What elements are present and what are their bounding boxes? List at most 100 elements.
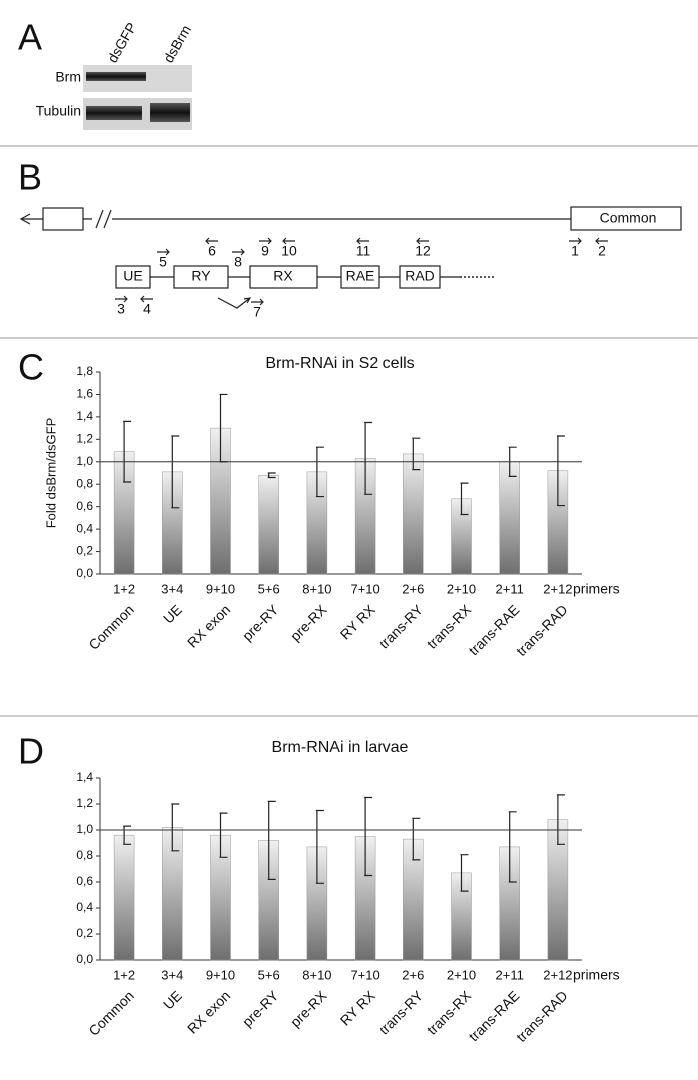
y-tick-label: 1,0 <box>76 454 93 468</box>
primer-label: 8+10 <box>302 581 331 596</box>
primer-label: 2+6 <box>402 967 424 982</box>
primer-number: 7 <box>253 304 261 320</box>
row-label: Brm <box>55 69 81 85</box>
x-tick-label: trans-RAE <box>465 601 522 658</box>
y-tick-label: 1,4 <box>76 409 93 423</box>
x-tick-label: UE <box>160 601 185 626</box>
x-tick-label: trans-RY <box>376 987 427 1038</box>
x-tick-label: RY RX <box>337 987 379 1029</box>
x-tick-label: pre-RX <box>287 601 330 644</box>
primer-label: 2+12 <box>543 581 572 596</box>
primer-label: 2+11 <box>496 967 524 982</box>
primer-number: 1 <box>571 243 579 259</box>
band <box>86 106 142 120</box>
y-tick-label: 0,4 <box>76 521 93 535</box>
exon-box <box>173 265 229 289</box>
primer-number: 12 <box>415 243 431 259</box>
error-bar <box>123 420 132 483</box>
x-tick-label: Common <box>85 987 136 1038</box>
error-bar <box>364 796 373 877</box>
primer-label: 5+6 <box>258 581 280 596</box>
primer-arrow <box>115 295 128 303</box>
primer-label: 1+2 <box>113 967 135 982</box>
primer-label: 2+12 <box>543 967 572 982</box>
x-tick-label: pre-RY <box>239 987 282 1030</box>
x-tick-label: trans-RAD <box>513 987 571 1045</box>
chart-title: Brm-RNAi in larvae <box>272 739 409 756</box>
error-bar <box>267 472 276 479</box>
bar <box>258 474 279 575</box>
y-tick-label: 1,2 <box>76 432 93 446</box>
primer-number: 11 <box>356 243 371 259</box>
exon-box <box>570 206 682 231</box>
primer-number: 3 <box>117 301 125 317</box>
error-bar <box>556 794 565 845</box>
error-bar <box>412 437 421 471</box>
y-tick-label: 0,2 <box>76 544 93 558</box>
primer-arrow <box>595 237 608 245</box>
lane-label: dsBrm <box>160 22 194 65</box>
error-bar <box>460 482 469 516</box>
break <box>92 210 112 228</box>
primer-number: 6 <box>208 243 216 259</box>
y-tick-label: 0,8 <box>76 848 93 862</box>
primer-number: 5 <box>159 254 167 270</box>
primer-arrow <box>259 237 272 245</box>
chart-title: Brm-RNAi in S2 cells <box>265 355 414 372</box>
primers-label: primers <box>573 581 620 597</box>
y-tick-label: 0,6 <box>76 874 93 888</box>
primer-number: 10 <box>281 243 297 259</box>
error-bar <box>460 854 469 892</box>
primer-arrow <box>140 295 153 303</box>
primer-label: 2+11 <box>496 581 524 596</box>
error-bar <box>315 809 324 884</box>
x-tick-label: trans-RAE <box>465 987 522 1044</box>
panel-letter: C <box>18 347 44 388</box>
x-tick-label: RY RX <box>337 601 379 643</box>
y-tick-label: 1,2 <box>76 796 93 810</box>
y-tick-label: 0,4 <box>76 900 93 914</box>
panel-letter: D <box>18 731 44 772</box>
primer-number: 2 <box>598 243 606 259</box>
primer-label: 1+2 <box>113 581 135 596</box>
error-bar <box>267 800 276 880</box>
error-bar <box>412 817 421 861</box>
exon-label: RAE <box>346 268 375 284</box>
y-axis-label: Fold dsBrm/dsGFP <box>43 418 58 529</box>
y-tick-label: 0,8 <box>76 476 93 490</box>
exon-label: RX <box>273 268 293 284</box>
row-label: Tubulin <box>36 103 81 119</box>
exon-box <box>249 265 318 289</box>
primer-label: 3+4 <box>161 581 183 596</box>
x-tick-label: pre-RY <box>239 601 282 644</box>
primer-arrow <box>416 237 429 245</box>
primer-label: 8+10 <box>302 967 331 982</box>
primer-number: 9 <box>261 243 269 259</box>
y-tick-label: 1,8 <box>76 364 93 378</box>
exon-label: RAD <box>405 268 435 284</box>
splice-arrow <box>217 297 252 309</box>
primer-label: 7+10 <box>350 967 379 982</box>
error-bar <box>364 421 373 495</box>
primer-label: 9+10 <box>206 581 235 596</box>
primer-number: 4 <box>143 301 151 317</box>
panel-letter: B <box>18 157 42 198</box>
lane-label: dsGFP <box>104 20 140 66</box>
error-bar <box>315 446 324 498</box>
x-tick-label: trans-RY <box>376 601 427 652</box>
primer-arrow <box>205 237 218 245</box>
x-tick-label: Common <box>85 601 136 652</box>
y-tick-label: 0,2 <box>76 926 93 940</box>
y-tick-label: 0,6 <box>76 499 93 513</box>
error-bar <box>171 435 180 509</box>
x-tick-label: UE <box>160 987 185 1012</box>
break-mark <box>95 209 112 229</box>
primer-arrow <box>569 237 582 245</box>
primer-arrow <box>251 298 264 306</box>
y-tick-label: 1,0 <box>76 822 93 836</box>
y-tick-label: 1,4 <box>76 770 93 784</box>
primer-arrow <box>157 248 170 256</box>
primer-label: 3+4 <box>161 967 183 982</box>
y-tick-label: 0,0 <box>76 566 93 580</box>
